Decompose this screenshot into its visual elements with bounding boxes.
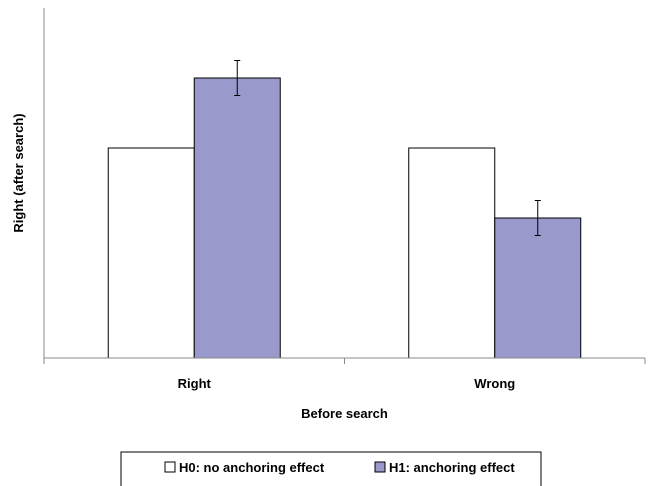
x-tick-label-wrong: Wrong	[474, 376, 515, 391]
legend-label-h1: H1: anchoring effect	[389, 460, 515, 475]
bars	[107, 77, 582, 359]
legend-label-h0: H0: no anchoring effect	[179, 460, 325, 475]
error-bars	[234, 60, 541, 236]
legend-items: H0: no anchoring effect H1: anchoring eff…	[164, 460, 515, 475]
bar-h0-right	[107, 147, 195, 359]
legend: H0: no anchoring effect H1: anchoring eff…	[120, 451, 542, 486]
x-ticks	[43, 358, 646, 364]
y-axis-label: Right (after search)	[11, 113, 26, 232]
legend-swatch-h1	[374, 461, 386, 473]
x-tick-labels: Right Wrong	[178, 376, 516, 391]
bar-h1-right	[193, 77, 281, 359]
bar-h1-wrong	[494, 217, 582, 359]
x-axis-label: Before search	[301, 406, 388, 421]
legend-box	[120, 451, 542, 486]
legend-swatch-h0	[164, 461, 176, 473]
x-tick-label-right: Right	[178, 376, 212, 391]
bar-h0-wrong	[408, 147, 496, 359]
